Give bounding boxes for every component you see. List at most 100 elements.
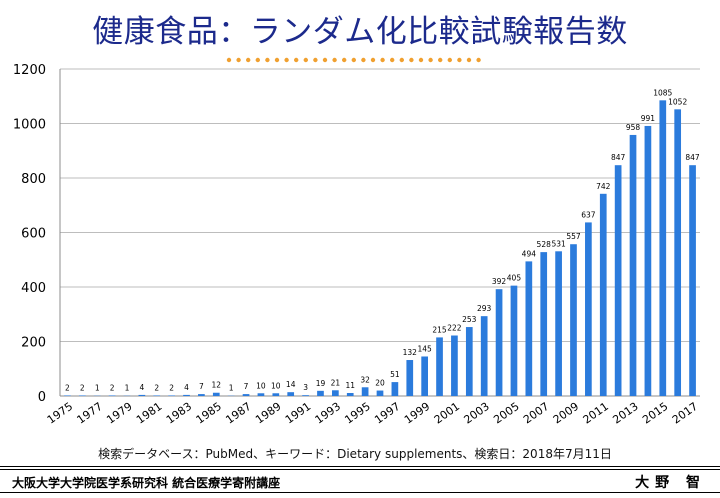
accent-dot — [351, 57, 356, 63]
accent-dot — [294, 57, 299, 63]
data-label-2005: 405 — [507, 274, 522, 283]
data-label-2000: 215 — [432, 325, 447, 334]
accent-dot — [226, 57, 232, 63]
data-label-1991: 3 — [303, 383, 308, 392]
x-tick-label: 2007 — [521, 400, 551, 427]
y-tick-label: 800 — [21, 172, 46, 187]
data-label-2016: 1052 — [668, 97, 687, 106]
data-label-2009: 557 — [566, 232, 581, 241]
data-label-2003: 293 — [477, 304, 492, 313]
x-tick-label: 1975 — [45, 400, 75, 427]
data-label-2001: 222 — [447, 324, 462, 333]
accent-dot — [255, 57, 260, 63]
data-label-1980: 4 — [139, 383, 144, 392]
bar-2016 — [674, 109, 682, 396]
data-label-2012: 847 — [611, 153, 626, 162]
bar-2007 — [540, 252, 548, 396]
accent-dot — [409, 57, 414, 63]
data-label-1975: 2 — [65, 383, 70, 392]
data-label-1994: 11 — [345, 381, 355, 390]
bar-2010 — [585, 222, 592, 396]
data-label-2010: 637 — [581, 210, 596, 219]
x-tick-label: 1987 — [223, 400, 253, 427]
source-note: 検索データベース：PubMed、キーワード：Dietary supplement… — [98, 447, 612, 461]
x-tick-label: 1989 — [253, 400, 283, 427]
bar-1993 — [332, 390, 339, 396]
x-tick-label: 2015 — [640, 400, 670, 427]
data-label-1976: 2 — [80, 383, 85, 392]
data-label-1997: 51 — [390, 370, 400, 379]
data-label-2007: 528 — [537, 240, 552, 249]
slide-title: 健康食品：ランダム化比較試験報告数 — [92, 14, 628, 50]
y-tick-label: 600 — [21, 227, 46, 242]
bar-1981 — [153, 395, 161, 396]
data-label-1977: 1 — [95, 384, 100, 393]
x-tick-label: 1995 — [342, 400, 372, 427]
bar-1980 — [138, 394, 146, 396]
data-label-1999: 145 — [417, 344, 432, 353]
accent-dot — [390, 57, 395, 63]
bottom-border — [0, 492, 720, 493]
data-label-1984: 7 — [199, 382, 204, 391]
accent-dot — [303, 57, 308, 63]
data-label-1985: 12 — [212, 381, 222, 390]
y-tick-label: 400 — [21, 281, 46, 296]
bar-2012 — [614, 165, 622, 396]
y-axis: 0 200 400 600 800 1000 1200 — [13, 63, 700, 405]
bar-2009 — [570, 244, 577, 396]
data-label-1986: 1 — [229, 384, 234, 393]
footer-author: 大野 智 — [635, 475, 706, 491]
accent-dot — [438, 57, 443, 63]
footer-affiliation: 大阪大学大学院医学系研究科 統合医療学寄附講座 — [12, 476, 281, 490]
y-tick-label: 200 — [21, 336, 46, 351]
x-tick-label: 2009 — [551, 400, 581, 427]
data-label-2011: 742 — [596, 182, 611, 191]
accent-dot — [428, 57, 433, 63]
bar-1978 — [108, 395, 116, 396]
bar-1995 — [361, 387, 369, 396]
bar-2001 — [451, 335, 458, 396]
accent-dot — [380, 57, 385, 63]
y-tick-label: 0 — [38, 390, 46, 405]
chart-bars — [64, 100, 696, 397]
bar-1985 — [212, 392, 220, 396]
x-tick-label: 1999 — [402, 400, 432, 427]
data-label-1992: 19 — [316, 379, 326, 388]
bar-2017 — [689, 165, 696, 396]
y-tick-label: 1200 — [13, 63, 46, 78]
bar-1976 — [78, 395, 86, 396]
data-label-1995: 32 — [360, 375, 370, 384]
bar-2002 — [465, 327, 473, 396]
accent-dot — [274, 57, 280, 63]
bar-1994 — [346, 393, 354, 396]
bar-2005 — [510, 285, 518, 396]
accent-dot — [476, 57, 481, 63]
accent-dot — [447, 57, 452, 63]
bar-1997 — [391, 382, 399, 396]
data-label-1982: 2 — [169, 383, 174, 392]
bar-2003 — [480, 316, 488, 396]
x-tick-label: 1979 — [104, 400, 134, 427]
accent-dot — [313, 57, 318, 63]
x-tick-label: 2003 — [462, 400, 492, 427]
bar-1992 — [317, 390, 324, 396]
accent-dot — [457, 57, 462, 63]
bar-2013 — [629, 134, 637, 396]
accent-dot — [284, 57, 289, 63]
data-label-1996: 20 — [375, 379, 385, 388]
bar-1975 — [64, 395, 71, 396]
bar-1983 — [183, 394, 190, 396]
x-tick-label: 1997 — [372, 400, 402, 427]
data-label-1990: 14 — [286, 380, 296, 389]
data-label-1979: 1 — [125, 384, 130, 393]
accent-dot — [236, 57, 241, 63]
accent-dot — [265, 57, 270, 63]
accent-dot — [361, 57, 366, 63]
accent-dot — [370, 57, 376, 63]
bar-1987 — [242, 394, 250, 396]
data-label-1987: 7 — [244, 382, 249, 391]
x-axis: 1975 1977 1979 1981 1983 1985 1987 1989 1991 1993… — [45, 400, 701, 427]
x-tick-label: 1981 — [134, 400, 164, 427]
